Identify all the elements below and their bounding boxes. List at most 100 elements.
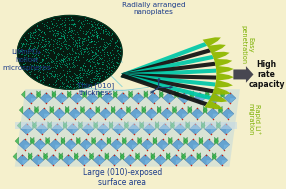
Point: [65, 47, 69, 50]
Polygon shape: [59, 153, 63, 160]
Polygon shape: [49, 139, 61, 150]
Point: [72, 86, 76, 89]
Point: [58, 66, 63, 69]
Point: [91, 34, 96, 37]
Point: [44, 20, 49, 23]
Polygon shape: [122, 137, 126, 145]
Polygon shape: [134, 129, 140, 134]
Point: [69, 19, 74, 22]
Point: [53, 80, 58, 83]
Point: [28, 45, 32, 48]
Polygon shape: [155, 122, 159, 129]
Point: [43, 73, 48, 76]
Point: [31, 63, 36, 66]
Point: [49, 27, 53, 30]
Point: [89, 25, 94, 28]
Point: [90, 69, 94, 72]
Point: [81, 32, 85, 35]
Point: [75, 39, 79, 42]
Point: [83, 59, 88, 62]
Point: [84, 39, 88, 42]
Point: [67, 58, 71, 61]
Point: [28, 51, 33, 54]
Point: [94, 33, 99, 36]
Point: [26, 53, 30, 57]
Point: [61, 73, 66, 76]
Polygon shape: [216, 66, 234, 74]
Point: [38, 35, 43, 38]
Polygon shape: [108, 98, 113, 103]
Point: [63, 43, 67, 46]
Point: [27, 34, 32, 37]
Point: [51, 17, 56, 20]
Point: [17, 48, 22, 51]
Point: [104, 73, 109, 76]
Point: [118, 47, 122, 50]
Point: [49, 57, 53, 60]
Point: [49, 22, 54, 25]
Point: [48, 29, 53, 33]
Point: [95, 27, 100, 30]
Text: Radially arranged
nanoplates: Radially arranged nanoplates: [122, 2, 185, 15]
Point: [74, 74, 78, 77]
Point: [47, 76, 51, 79]
Point: [40, 38, 45, 41]
Point: [86, 60, 90, 63]
Polygon shape: [145, 160, 151, 165]
Point: [33, 30, 37, 33]
Point: [27, 37, 32, 40]
Point: [76, 86, 81, 89]
Point: [92, 40, 96, 43]
Point: [113, 42, 117, 45]
Point: [59, 33, 63, 36]
Point: [76, 55, 81, 58]
Point: [88, 35, 93, 38]
Point: [58, 52, 63, 55]
Polygon shape: [71, 145, 76, 150]
Point: [82, 49, 86, 52]
Point: [97, 71, 102, 74]
Point: [88, 41, 93, 44]
Point: [46, 37, 50, 40]
Point: [51, 76, 56, 79]
Point: [39, 35, 44, 38]
Point: [116, 61, 120, 64]
Polygon shape: [130, 160, 136, 165]
Point: [108, 42, 112, 45]
Point: [94, 32, 99, 35]
Point: [51, 51, 56, 54]
Polygon shape: [50, 106, 54, 114]
Point: [104, 51, 109, 54]
Point: [82, 48, 86, 51]
Point: [77, 46, 82, 49]
Point: [55, 64, 59, 67]
Point: [84, 71, 89, 74]
Polygon shape: [115, 108, 127, 119]
Polygon shape: [107, 137, 111, 145]
Point: [49, 61, 53, 64]
Point: [56, 77, 61, 81]
Polygon shape: [214, 137, 219, 145]
Point: [94, 77, 99, 80]
Point: [79, 52, 84, 55]
Polygon shape: [157, 106, 161, 114]
Polygon shape: [180, 129, 186, 134]
Point: [112, 55, 117, 58]
Point: [67, 52, 72, 55]
Point: [51, 75, 56, 78]
Point: [78, 25, 82, 28]
Point: [90, 28, 94, 31]
Point: [64, 78, 68, 81]
Point: [85, 84, 90, 87]
Point: [83, 83, 87, 86]
Point: [47, 62, 51, 65]
Point: [116, 52, 121, 55]
Point: [75, 44, 80, 47]
Point: [109, 36, 114, 40]
Polygon shape: [184, 137, 188, 145]
Point: [109, 65, 113, 68]
Point: [105, 64, 110, 67]
Point: [61, 58, 65, 61]
Point: [55, 53, 60, 56]
Point: [29, 35, 33, 38]
